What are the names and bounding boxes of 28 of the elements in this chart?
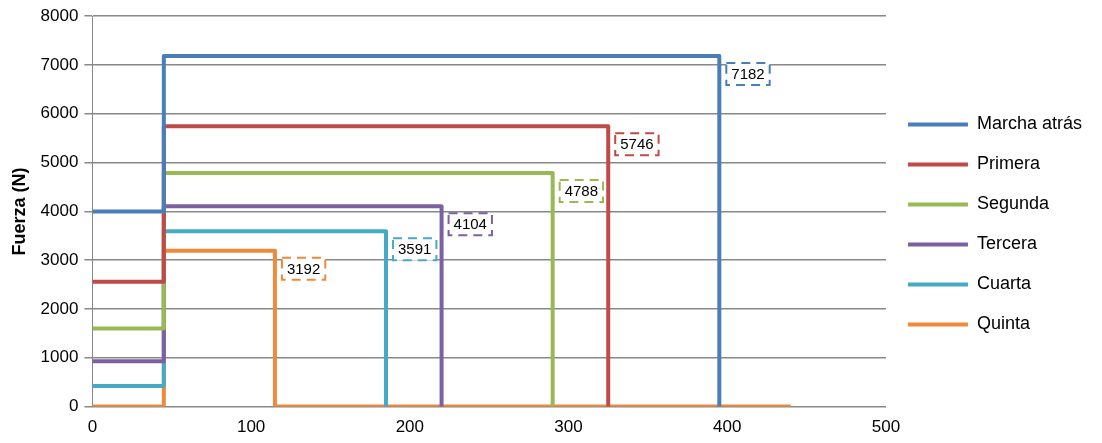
x-tick-label: 200 xyxy=(395,417,425,437)
y-tick-label: 5000 xyxy=(40,152,79,172)
x-tick-label: 400 xyxy=(713,417,742,437)
y-axis-title: Fuerza (N) xyxy=(8,167,29,256)
data-label: 4104 xyxy=(453,215,487,233)
y-tick-label: 4000 xyxy=(40,201,79,221)
legend-label: Cuarta xyxy=(976,273,1032,294)
data-label: 3192 xyxy=(286,259,321,277)
data-label: 3591 xyxy=(398,240,432,258)
y-tick-label: 6000 xyxy=(40,103,79,123)
data-label: 4788 xyxy=(564,182,599,200)
x-tick-label: 0 xyxy=(87,417,98,437)
y-tick-label: 2000 xyxy=(40,298,79,318)
legend-label: Segunda xyxy=(976,193,1051,214)
x-tick-label: 100 xyxy=(236,417,266,437)
y-tick-label: 0 xyxy=(68,396,79,416)
x-tick-label: 300 xyxy=(554,417,583,437)
y-tick-label: 3000 xyxy=(40,249,79,269)
legend-label: Primera xyxy=(976,153,1041,174)
legend-label: Quinta xyxy=(976,313,1031,334)
legend-label: Marcha atrás xyxy=(976,113,1083,134)
data-label: 7182 xyxy=(731,65,765,83)
y-tick-label: 8000 xyxy=(40,5,79,25)
y-tick-label: 7000 xyxy=(40,54,79,74)
data-label: 5746 xyxy=(620,135,654,153)
legend-label: Tercera xyxy=(976,233,1038,254)
y-tick-label: 1000 xyxy=(40,347,79,367)
x-tick-label: 500 xyxy=(871,417,901,437)
